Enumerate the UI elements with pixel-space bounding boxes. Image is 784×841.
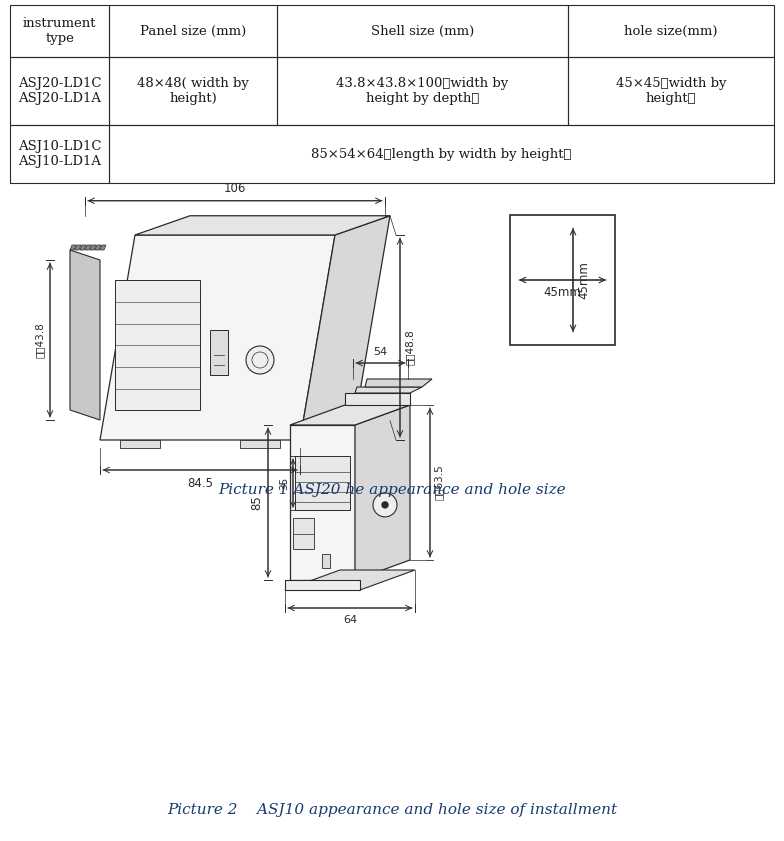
Bar (293, 518, 314, 549)
Text: ASJ10-LD1C
ASJ10-LD1A: ASJ10-LD1C ASJ10-LD1A (18, 140, 101, 168)
Polygon shape (285, 570, 415, 590)
Text: 48×48( width by
height): 48×48( width by height) (137, 77, 249, 105)
Polygon shape (285, 580, 360, 590)
Bar (278, 57, 568, 125)
Bar (568, 5, 774, 57)
Text: 54: 54 (373, 347, 387, 357)
Bar (109, 57, 278, 125)
Bar (295, 456, 350, 510)
Bar (510, 215, 615, 345)
Text: 64: 64 (343, 615, 357, 625)
Text: 106: 106 (223, 182, 246, 195)
Text: 45×45（width by
height）: 45×45（width by height） (615, 77, 726, 105)
Polygon shape (70, 250, 100, 420)
Text: Panel size (mm): Panel size (mm) (140, 24, 246, 38)
Circle shape (373, 493, 397, 517)
Text: hole size(mm): hole size(mm) (624, 24, 717, 38)
Bar (10, 5, 109, 57)
Polygon shape (70, 245, 76, 250)
Text: 45mm: 45mm (543, 286, 582, 299)
Polygon shape (300, 216, 390, 440)
Text: 43.8×43.8×100（width by
height by depth）: 43.8×43.8×100（width by height by depth） (336, 77, 509, 105)
Polygon shape (135, 216, 390, 235)
Text: 85×54×64（length by width by height）: 85×54×64（length by width by height） (311, 147, 572, 161)
Polygon shape (80, 245, 86, 250)
Text: ASJ20-LD1C
ASJ20-LD1A: ASJ20-LD1C ASJ20-LD1A (18, 77, 101, 105)
Polygon shape (290, 405, 410, 425)
Polygon shape (355, 405, 410, 580)
Bar (210, 330, 228, 375)
Text: 正方43.8: 正方43.8 (35, 322, 45, 358)
Bar (322, 553, 330, 568)
Text: instrument
type: instrument type (23, 17, 96, 45)
Polygon shape (290, 425, 355, 580)
Text: 45mm: 45mm (577, 261, 590, 299)
Polygon shape (100, 245, 106, 250)
Circle shape (382, 502, 388, 508)
Bar (278, 5, 568, 57)
Circle shape (246, 346, 274, 374)
Bar (240, 440, 280, 448)
Bar (109, 125, 774, 183)
Text: 35: 35 (279, 477, 289, 489)
Bar (115, 280, 200, 410)
Polygon shape (75, 245, 81, 250)
Text: Picture 1 ASJ20 he appearance and hole size: Picture 1 ASJ20 he appearance and hole s… (218, 483, 566, 497)
Polygon shape (85, 245, 91, 250)
Text: 85: 85 (250, 495, 263, 510)
Text: 正方63.5: 正方63.5 (434, 464, 444, 500)
Bar (120, 440, 160, 448)
Bar (109, 5, 278, 57)
Bar (10, 125, 109, 183)
Polygon shape (355, 387, 422, 393)
Polygon shape (365, 379, 432, 387)
Bar (10, 57, 109, 125)
Text: Shell size (mm): Shell size (mm) (371, 24, 474, 38)
Polygon shape (100, 235, 335, 440)
Text: 正方48.8: 正方48.8 (405, 330, 415, 365)
Polygon shape (95, 245, 101, 250)
Bar (568, 57, 774, 125)
Text: Picture 2    ASJ10 appearance and hole size of installment: Picture 2 ASJ10 appearance and hole size… (167, 803, 617, 817)
Text: 84.5: 84.5 (187, 477, 213, 490)
Polygon shape (345, 393, 410, 405)
Polygon shape (90, 245, 96, 250)
